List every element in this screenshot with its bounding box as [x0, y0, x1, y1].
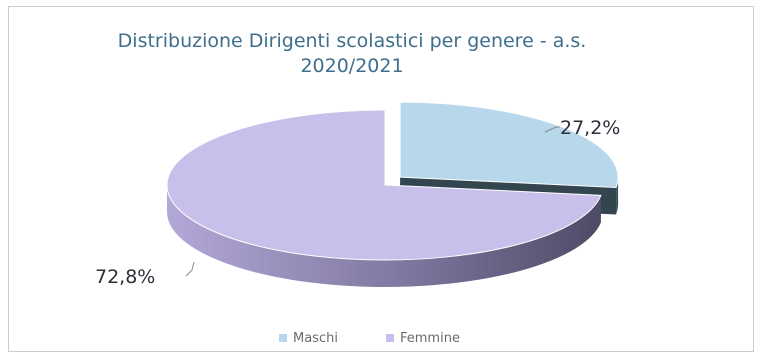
- legend-label-maschi: Maschi: [293, 331, 338, 346]
- chart-title-line-1: Distribuzione Dirigenti scolastici per g…: [118, 30, 587, 52]
- legend-swatch-femmine: [386, 334, 394, 342]
- pie-tops: [166, 101, 619, 261]
- leader-line-maschi: [544, 126, 560, 133]
- pie-slice-maschi: [399, 101, 619, 188]
- pie-side-femmine: [167, 185, 601, 288]
- chart-title-line-2: 2020/2021: [300, 55, 403, 77]
- pie-slice-femmine: [166, 109, 602, 261]
- leader-line-femmine: [185, 261, 195, 277]
- data-label-femmine: 72,8%: [95, 266, 155, 288]
- legend-label-femmine: Femmine: [400, 331, 460, 346]
- legend-swatch-maschi: [279, 334, 287, 342]
- data-label-maschi: 27,2%: [560, 117, 620, 139]
